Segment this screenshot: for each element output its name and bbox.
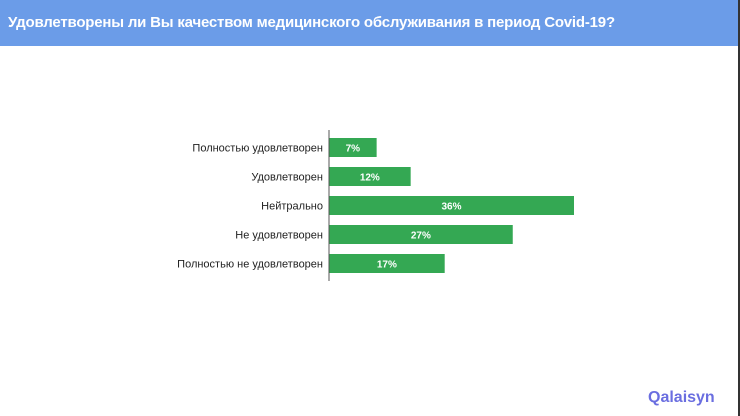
right-border: [738, 0, 740, 416]
data-label: 12%: [360, 173, 380, 184]
qalaisyn-logo: Qalaisyn: [648, 389, 715, 406]
bar: [329, 196, 574, 215]
bar: [329, 254, 445, 273]
bar: [329, 167, 411, 186]
category-label: Не удовлетворен: [235, 230, 323, 242]
bar: [329, 138, 377, 157]
category-label: Полностью удовлетворен: [192, 143, 323, 155]
category-label: Удовлетворен: [251, 172, 323, 184]
category-label: Полностью не удовлетворен: [177, 259, 323, 271]
data-label: 7%: [346, 144, 361, 155]
header-bar: Удовлетворены ли Вы качеством медицинско…: [0, 0, 740, 46]
data-label: 27%: [411, 231, 431, 242]
data-label: 36%: [441, 202, 461, 213]
data-label: 17%: [377, 260, 397, 271]
category-label: Нейтрально: [261, 201, 323, 213]
page-title: Удовлетворены ли Вы качеством медицинско…: [8, 14, 615, 31]
bar: [329, 225, 513, 244]
